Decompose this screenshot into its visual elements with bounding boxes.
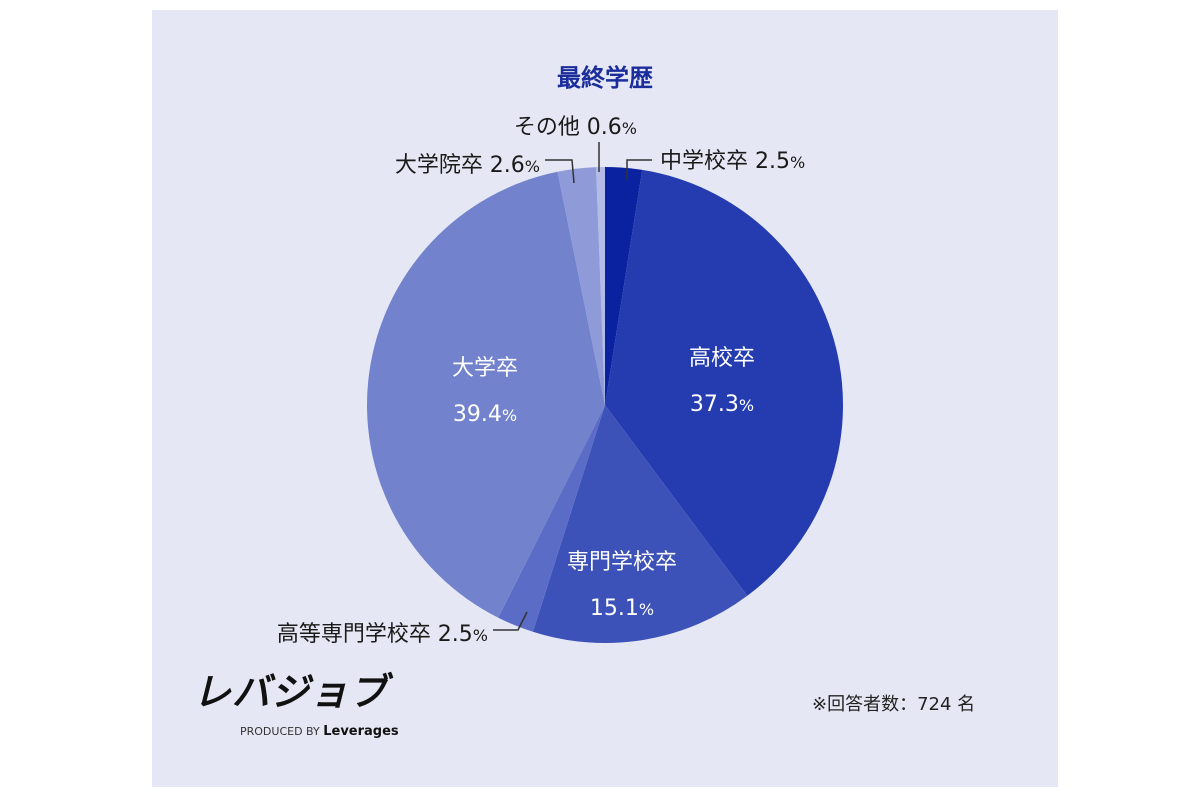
slice-label-1: 高校卒 xyxy=(689,346,755,371)
pie-slice-1 xyxy=(605,169,843,596)
slice-label-3: 高等専門学校卒 2.5% xyxy=(277,622,488,647)
slice-label-2: 専門学校卒 xyxy=(567,550,677,575)
respondent-note: ※回答者数：724 名 xyxy=(812,694,976,715)
pie-slice-2 xyxy=(532,405,748,643)
logo-sub: PRODUCED BY Leverages xyxy=(240,724,399,740)
pie-slice-3 xyxy=(498,405,605,632)
slice-label-0: 中学校卒 2.5% xyxy=(660,149,805,174)
leader-line-junior-high xyxy=(626,159,652,180)
slice-value-2: 15.1% xyxy=(590,596,654,621)
slice-label-4: 大学卒 xyxy=(452,356,518,381)
slice-label-6: その他 0.6% xyxy=(514,115,637,140)
logo-sub-brand: Leverages xyxy=(323,724,399,739)
slice-label-5: 大学院卒 2.6% xyxy=(395,153,540,178)
slice-value-4: 39.4% xyxy=(453,402,517,427)
pie-slice-6 xyxy=(596,167,605,405)
pie-slice-4 xyxy=(367,171,605,618)
leader-line-technical-college xyxy=(493,611,528,631)
pie-slice-0 xyxy=(605,167,643,405)
pie-slice-5 xyxy=(557,167,605,405)
chart-title: 最終学歴 xyxy=(557,64,653,92)
logo-text: レバジョブ xyxy=(193,670,389,714)
logo: レバジョブ xyxy=(193,670,388,714)
logo-sub-prefix: PRODUCED BY xyxy=(240,725,320,738)
slice-value-1: 37.3% xyxy=(690,392,754,417)
leader-line-graduate xyxy=(545,159,575,184)
